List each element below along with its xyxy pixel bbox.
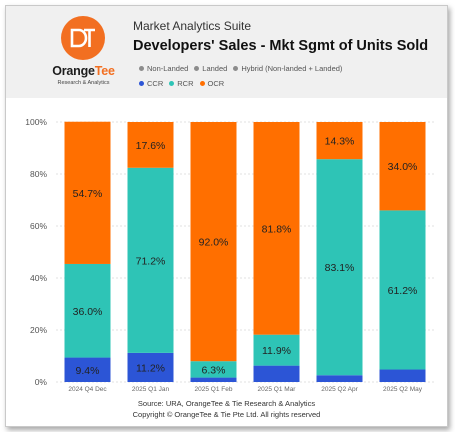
legend-item-type-2[interactable]: Hybrid (Non-landed + Landed) [233, 64, 342, 73]
x-tick-label: 2025 Q1 Mar [258, 386, 297, 393]
x-tick-label: 2024 Q4 Dec [68, 386, 107, 393]
data-label: 14.3% [325, 136, 355, 148]
legend-item-type-0[interactable]: Non-Landed [139, 64, 188, 73]
legend-dot-icon [139, 81, 144, 86]
legend-dot-icon [233, 66, 239, 71]
y-tick-label: 40% [30, 273, 47, 283]
legend-label: Landed [202, 64, 228, 73]
bar-segment-ocr[interactable] [64, 121, 111, 264]
y-tick-label: 80% [30, 169, 47, 179]
bar-segment-rcr[interactable] [253, 334, 300, 366]
data-label: 61.2% [388, 285, 418, 297]
logo-wordmark: OrangeTee [52, 64, 115, 78]
legend-item-segment-1[interactable]: RCR [169, 79, 194, 88]
legend-label: CCR [147, 79, 164, 88]
chart-area: 0% 20% 40% 60% 80% 100% 9.4% 36.0% 54.7% 2024 Q4 … [6, 98, 447, 394]
legend-property-type: Non-Landed Landed Hybrid (Non-landed + Lan… [139, 64, 348, 73]
x-tick-label: 2025 Q1 Feb [195, 386, 233, 393]
legend-item-segment-0[interactable]: CCR [139, 79, 163, 88]
report-header: OrangeTee Research & Analytics Market An… [6, 6, 447, 98]
bar-segment-ccr[interactable] [127, 352, 174, 382]
orangetee-logo [61, 16, 105, 60]
legend-market-segment: CCR RCR OCR [139, 79, 230, 88]
data-label: 11.9% [262, 345, 291, 357]
legend-label: OCR [207, 79, 225, 88]
bar-segment-rcr[interactable] [379, 210, 426, 370]
data-label: 81.8% [262, 223, 292, 235]
suite-name: Market Analytics Suite [133, 19, 252, 33]
y-tick-label: 60% [30, 221, 47, 231]
bar-segment-ocr[interactable] [379, 122, 426, 211]
data-label: 83.1% [325, 262, 355, 274]
x-tick-label: 2025 Q1 Jan [132, 386, 170, 393]
chart-card: OrangeTee Research & Analytics Market An… [5, 5, 448, 427]
data-label: 92.0% [199, 237, 229, 249]
bar-segment-rcr[interactable] [316, 159, 363, 376]
legend-dot-icon [199, 81, 205, 86]
data-label: 71.2% [136, 255, 166, 267]
bar-segment-ocr[interactable] [127, 122, 174, 168]
legend-item-segment-2[interactable]: OCR [199, 79, 225, 88]
bar-segment-ocr[interactable] [190, 122, 237, 362]
bar-segment-rcr[interactable] [190, 361, 237, 378]
legend-label: Hybrid (Non-landed + Landed) [241, 64, 343, 73]
bar-segment-rcr[interactable] [127, 167, 174, 353]
stacked-bar-chart: 0% 20% 40% 60% 80% 100% 9.4% 36.0% 54.7% 2024 Q4 … [25, 117, 434, 393]
source-note: Source: URA, OrangeTee & Tie Research & … [137, 399, 316, 408]
legend-label: Non-Landed [147, 64, 189, 73]
data-label: 17.6% [136, 140, 166, 152]
copyright-note: Copyright © OrangeTee & Tie Pte Ltd. All… [132, 410, 321, 419]
page-title: Developers' Sales - Mkt Sgmt of Units So… [133, 38, 429, 54]
bar-segment-ccr[interactable] [253, 365, 300, 382]
y-tick-label: 100% [25, 117, 47, 127]
bar-segment-ocr[interactable] [253, 122, 300, 335]
data-label: 11.2% [136, 362, 165, 374]
bar-segment-rcr[interactable] [64, 263, 111, 358]
legend-dot-icon [194, 66, 200, 71]
bar-segment-ccr[interactable] [316, 375, 363, 382]
bar-segment-ccr[interactable] [64, 357, 111, 382]
logo-mark-icon [70, 28, 95, 48]
data-label: 54.7% [73, 188, 103, 200]
x-tick-label: 2025 Q2 May [383, 386, 423, 393]
logo-tagline: Research & Analytics [57, 80, 110, 86]
bar-segment-ccr[interactable] [190, 377, 237, 382]
bar-segment-ccr[interactable] [379, 369, 426, 382]
data-label: 34.0% [388, 161, 418, 173]
legend-item-type-1[interactable]: Landed [194, 64, 227, 73]
x-tick-label: 2025 Q2 Apr [321, 386, 358, 393]
bar-segment-ocr[interactable] [316, 122, 363, 160]
data-label: 9.4% [76, 365, 100, 377]
legend-dot-icon [169, 81, 175, 86]
legend-label: RCR [177, 79, 194, 88]
data-label: 36.0% [73, 306, 103, 318]
legend-dot-icon [139, 66, 144, 71]
y-tick-label: 0% [35, 377, 48, 387]
y-tick-label: 20% [30, 325, 47, 335]
data-label: 6.3% [202, 364, 226, 376]
